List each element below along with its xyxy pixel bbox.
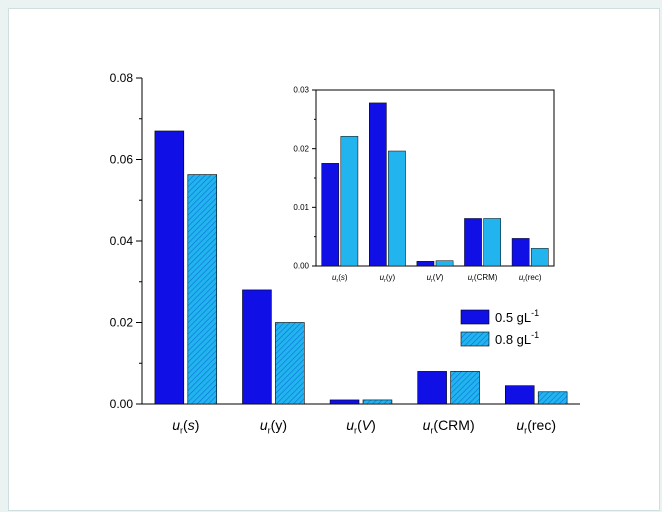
x-tick-label: ur(CRM) — [468, 273, 498, 284]
y-tick-label: 0.04 — [110, 234, 134, 248]
x-tick-label: ur(s) — [172, 417, 199, 436]
bar-series-2 — [275, 322, 305, 405]
legend: 0.5 gL-1 0.8 gL-1 — [460, 308, 539, 347]
figure-frame: 0.00 0.02 0.04 0.06 0.08 ur(s) ur(y) ur(V) ur(CR… — [8, 8, 660, 511]
bar-series-1 — [417, 371, 447, 405]
bar-series-1 — [504, 385, 535, 405]
bar-series-2 — [530, 248, 549, 267]
bar-series-2 — [537, 391, 568, 405]
x-tick-label: ur(y) — [380, 273, 396, 284]
x-tick-label: ur(rec) — [519, 273, 542, 284]
bar-series-2 — [340, 136, 359, 267]
x-tick-label: ur(y) — [260, 417, 287, 436]
y-tick-label: 0.02 — [293, 144, 309, 153]
bar-series-2 — [450, 371, 480, 405]
y-tick-label: 0.06 — [110, 153, 134, 167]
legend-swatch-1 — [460, 309, 490, 325]
x-tick-label: ur(CRM) — [423, 417, 475, 436]
y-tick-label: 0.00 — [293, 262, 309, 271]
bar-series-2 — [187, 174, 218, 405]
bar-series-1 — [242, 289, 272, 405]
bar-series-1 — [416, 261, 435, 267]
x-tick-label: ur(V) — [346, 417, 376, 436]
y-tick-label: 0.00 — [110, 397, 134, 411]
bar-chart: 0.00 0.02 0.04 0.06 0.08 ur(s) ur(y) ur(V) ur(CR… — [110, 71, 580, 436]
legend-swatch-2 — [460, 331, 490, 347]
y-tick-label: 0.01 — [293, 203, 309, 212]
y-tick-label: 0.03 — [293, 86, 309, 95]
legend-label-2: 0.8 gL-1 — [495, 330, 539, 347]
bar-series-1 — [329, 399, 360, 405]
bar-series-1 — [154, 130, 185, 405]
bar-series-1 — [321, 163, 340, 267]
x-tick-label: ur(V) — [427, 273, 444, 284]
inset-chart: 0.00 0.01 0.02 0.03 ur(s) ur(y) ur(V) ur(CRM) ur… — [293, 86, 555, 284]
bar-series-2 — [435, 260, 454, 267]
bar-series-1 — [369, 102, 387, 267]
bar-series-2 — [483, 218, 501, 267]
bar-series-1 — [511, 238, 530, 267]
y-tick-label: 0.08 — [110, 71, 134, 85]
y-tick-label: 0.02 — [110, 316, 134, 330]
bar-series-2 — [362, 399, 393, 405]
legend-label-1: 0.5 gL-1 — [495, 308, 539, 325]
bar-series-2 — [388, 150, 406, 267]
x-tick-label: ur(s) — [332, 273, 348, 284]
bar-series-1 — [464, 218, 482, 267]
main-chart: 0.00 0.02 0.04 0.06 0.08 ur(s) ur(y) ur(V) ur(CR… — [110, 71, 580, 436]
x-tick-label: ur(rec) — [516, 417, 556, 436]
